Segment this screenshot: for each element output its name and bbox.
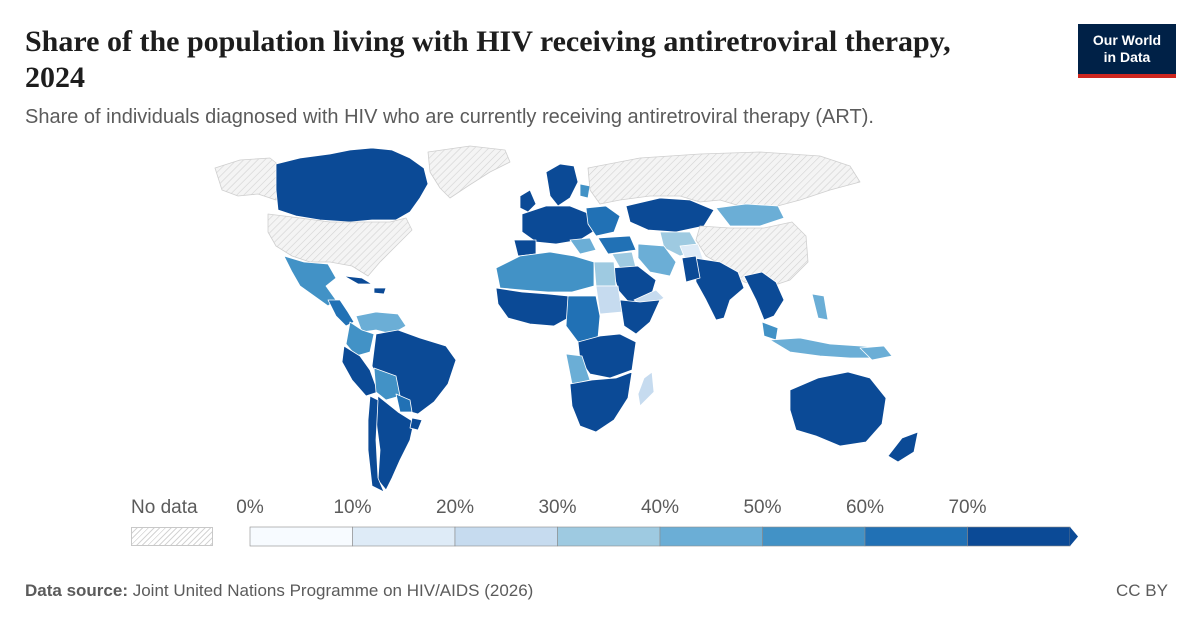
- country-india[interactable]: [693, 257, 745, 321]
- legend-bin-0[interactable]: [249, 526, 353, 547]
- country-cuba[interactable]: [343, 275, 373, 285]
- legend-tick-label: 30%: [538, 497, 577, 518]
- data-source: Data source: Joint United Nations Progra…: [25, 581, 533, 601]
- country-southern-africa[interactable]: [569, 371, 633, 433]
- country-balkans[interactable]: [569, 237, 597, 255]
- legend-tick-label: 20%: [435, 497, 475, 518]
- logo-line-2: in Data: [1103, 49, 1151, 65]
- legend-bin-4[interactable]: [659, 526, 763, 547]
- country-mexico[interactable]: [283, 255, 337, 307]
- country-usa[interactable]: [267, 213, 413, 277]
- country-iberia[interactable]: [513, 239, 537, 257]
- legend-tick-label: 10%: [333, 497, 372, 518]
- country-turkey[interactable]: [597, 235, 637, 255]
- legend-no-data-swatch[interactable]: [131, 527, 213, 546]
- country-haiti-dr[interactable]: [373, 287, 387, 295]
- country-greenland[interactable]: [427, 145, 511, 199]
- country-paraguay[interactable]: [395, 393, 413, 413]
- country-central-africa[interactable]: [565, 295, 601, 343]
- legend-bin-1[interactable]: [352, 526, 456, 547]
- license[interactable]: CC BY: [1116, 581, 1168, 600]
- country-colombia[interactable]: [345, 321, 375, 357]
- legend-tick-label: 50%: [743, 497, 782, 518]
- legend-bin-6[interactable]: [864, 526, 968, 547]
- country-malaysia[interactable]: [761, 321, 779, 341]
- country-australia[interactable]: [789, 371, 887, 447]
- country-central-america[interactable]: [327, 299, 355, 327]
- owid-logo[interactable]: Our World in Data: [1078, 24, 1176, 78]
- country-sudan[interactable]: [595, 285, 623, 315]
- legend-bin-7[interactable]: [967, 526, 1071, 547]
- country-alaska[interactable]: [214, 157, 281, 201]
- country-peru[interactable]: [341, 345, 379, 397]
- country-eastern-europe[interactable]: [585, 205, 621, 237]
- chart-subtitle: Share of individuals diagnosed with HIV …: [25, 106, 874, 128]
- country-egypt[interactable]: [593, 261, 617, 287]
- logo-line-1: Our World: [1092, 32, 1162, 48]
- country-argentina[interactable]: [375, 395, 415, 491]
- legend-bin-5[interactable]: [762, 526, 866, 547]
- country-western-europe[interactable]: [521, 205, 597, 245]
- data-source-label: Data source:: [25, 581, 128, 600]
- country-bolivia[interactable]: [373, 367, 401, 401]
- country-myanmar[interactable]: [743, 271, 785, 321]
- country-scandinavia[interactable]: [545, 163, 579, 207]
- legend-no-data-label: No data: [131, 497, 198, 518]
- country-uk[interactable]: [519, 189, 537, 213]
- legend-arrow: [1070, 527, 1078, 546]
- legend-scale: [249, 526, 1078, 547]
- legend-tick-label: 60%: [845, 497, 885, 518]
- country-mongolia[interactable]: [715, 203, 785, 227]
- country-west-africa[interactable]: [495, 287, 573, 327]
- country-chile[interactable]: [367, 395, 385, 493]
- legend-tick-label: 70%: [948, 497, 987, 518]
- legend-tick-label: 40%: [640, 497, 680, 518]
- country-iran[interactable]: [637, 243, 677, 277]
- country-finland[interactable]: [579, 183, 591, 199]
- legend-bin-2[interactable]: [454, 526, 558, 547]
- country-philippines[interactable]: [811, 293, 829, 321]
- country-uruguay[interactable]: [409, 417, 423, 431]
- country-horn-africa[interactable]: [619, 299, 661, 335]
- country-canada[interactable]: [275, 147, 429, 223]
- country-pakistan[interactable]: [681, 255, 701, 283]
- chart-title: Share of the population living with HIV …: [25, 25, 951, 94]
- country-china[interactable]: [695, 221, 809, 289]
- legend-tick-label: 0%: [236, 497, 264, 518]
- country-madagascar[interactable]: [637, 371, 655, 407]
- country-iraq-syria[interactable]: [611, 251, 637, 269]
- country-russia[interactable]: [587, 151, 861, 209]
- country-png[interactable]: [859, 345, 893, 361]
- country-north-africa[interactable]: [495, 251, 595, 293]
- data-source-text[interactable]: Joint United Nations Programme on HIV/AI…: [132, 581, 534, 600]
- country-new-zealand[interactable]: [887, 431, 919, 463]
- legend-bin-3[interactable]: [557, 526, 661, 547]
